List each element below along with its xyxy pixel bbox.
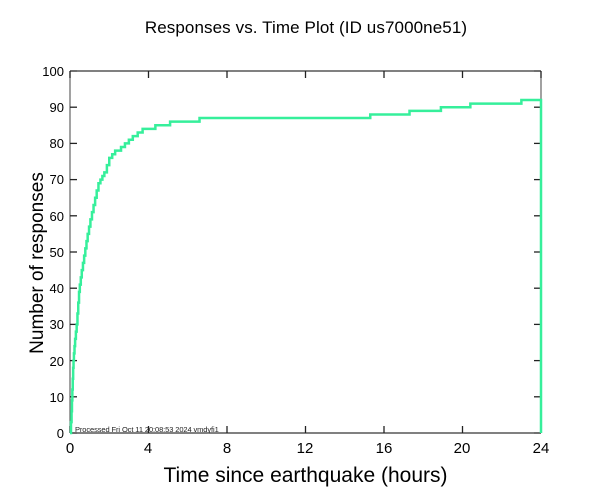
- y-tick-label: 40: [49, 281, 64, 296]
- x-tick-label: 16: [375, 440, 393, 457]
- y-tick-label: 60: [49, 209, 64, 224]
- y-tick-label: 10: [49, 390, 64, 405]
- x-tick-label: 8: [222, 440, 232, 457]
- chart-title: Responses vs. Time Plot (ID us7000ne51): [144, 18, 468, 37]
- response-curve: [69, 98, 543, 435]
- processed-annotation: Processed Fri Oct 11 20:08:53 2024 vmdyf…: [75, 425, 219, 434]
- y-tick-label: 0: [56, 426, 64, 441]
- x-tick-label: 12: [296, 440, 314, 457]
- y-tick-label: 30: [49, 317, 64, 332]
- x-axis-label: Time since earthquake (hours): [163, 464, 448, 487]
- y-tick-label-group: 100 90 80 70 60 50 40 30 20 10 0: [28, 0, 64, 504]
- y-axis-ticks: [70, 70, 541, 434]
- y-tick-label: 20: [49, 354, 64, 369]
- x-axis-ticks: [69, 71, 542, 433]
- x-tick-label: 4: [143, 440, 153, 457]
- axis-frame: [69, 70, 542, 434]
- y-tick-label: 70: [49, 172, 64, 187]
- y-tick-label: 50: [49, 245, 64, 260]
- x-tick-label: 0: [65, 440, 75, 457]
- y-tick-label: 90: [49, 100, 64, 115]
- x-tick-label: 20: [453, 440, 471, 457]
- x-tick-label: 24: [532, 440, 550, 457]
- y-tick-label: 80: [49, 136, 64, 151]
- y-tick-label: 100: [42, 64, 64, 79]
